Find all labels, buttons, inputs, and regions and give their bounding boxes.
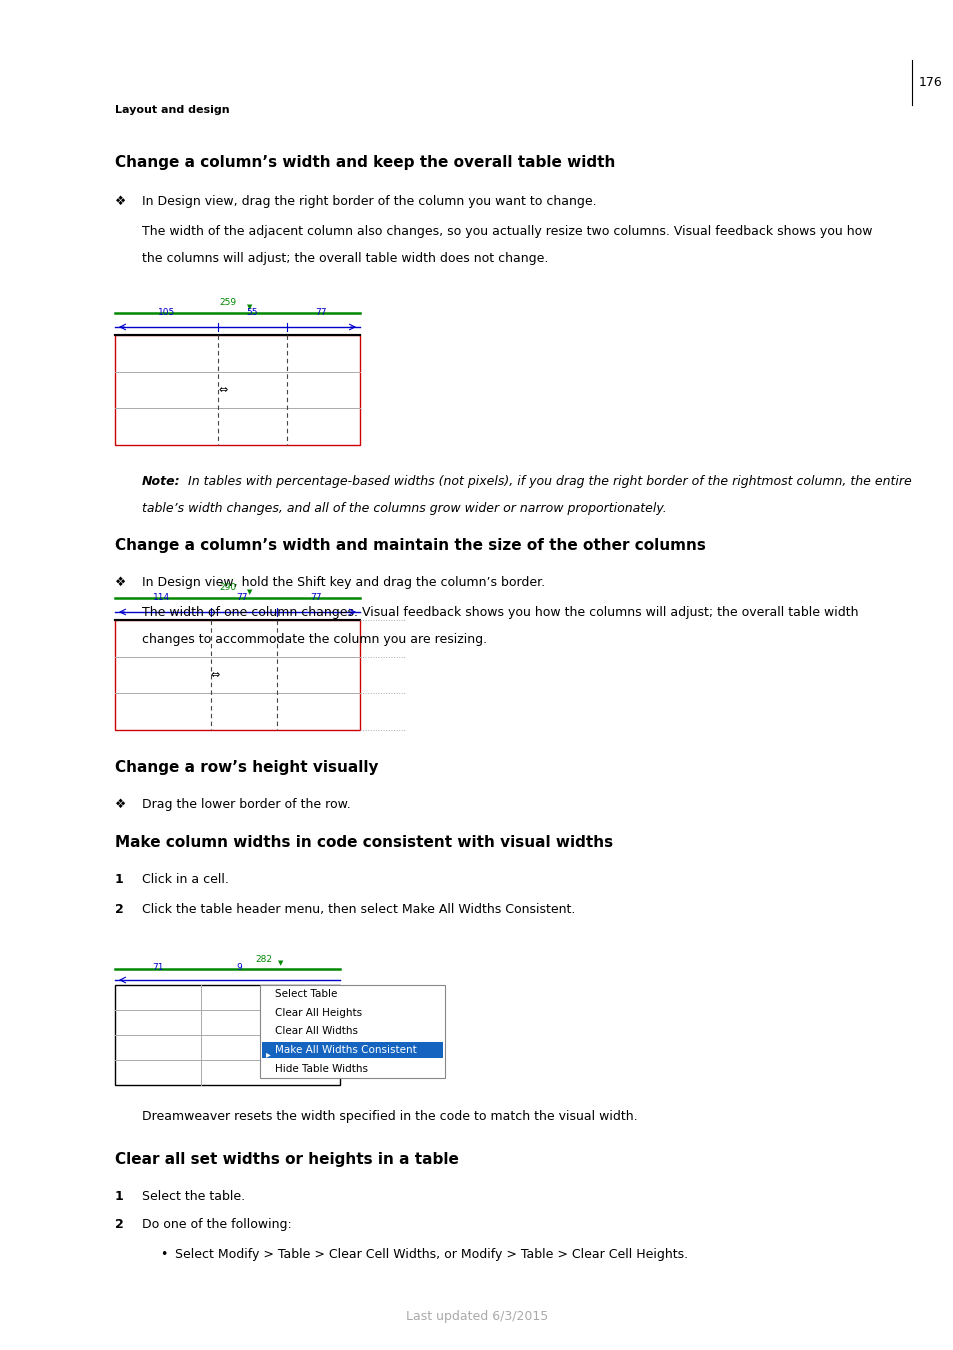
Text: table’s width changes, and all of the columns grow wider or narrow proportionate: table’s width changes, and all of the co… — [142, 502, 666, 514]
Text: ❖: ❖ — [115, 194, 126, 208]
Text: 77: 77 — [236, 593, 248, 602]
Text: ❖: ❖ — [115, 576, 126, 589]
Text: Do one of the following:: Do one of the following: — [142, 1218, 292, 1231]
Text: 55: 55 — [246, 308, 257, 317]
Text: 114: 114 — [152, 593, 170, 602]
Bar — [262, 1042, 442, 1058]
Text: 290: 290 — [218, 583, 235, 593]
Text: Dreamweaver resets the width specified in the code to match the visual width.: Dreamweaver resets the width specified i… — [142, 1110, 637, 1123]
Text: Click the table header menu, then select Make All Widths Consistent.: Click the table header menu, then select… — [142, 903, 575, 917]
Text: Clear all set widths or heights in a table: Clear all set widths or heights in a tab… — [115, 1152, 458, 1166]
Text: •: • — [160, 1247, 167, 1261]
Text: 282: 282 — [254, 954, 272, 964]
Text: Select the table.: Select the table. — [142, 1189, 245, 1203]
Text: 105: 105 — [157, 308, 175, 317]
Text: ▼: ▼ — [247, 304, 252, 310]
Text: In tables with percentage-based widths (not pixels), if you drag the right borde: In tables with percentage-based widths (… — [184, 475, 911, 487]
Text: Drag the lower border of the row.: Drag the lower border of the row. — [142, 798, 351, 811]
Text: 9: 9 — [235, 963, 241, 972]
Text: ⇔: ⇔ — [218, 385, 228, 396]
Bar — [115, 335, 359, 446]
Bar — [115, 620, 359, 730]
Text: 77: 77 — [310, 593, 321, 602]
Text: 71: 71 — [152, 963, 163, 972]
Text: Make column widths in code consistent with visual widths: Make column widths in code consistent wi… — [115, 836, 613, 850]
Text: 1: 1 — [115, 873, 124, 886]
Text: ⇔: ⇔ — [211, 670, 220, 680]
Text: Make All Widths Consistent: Make All Widths Consistent — [274, 1045, 416, 1056]
Text: Select Table: Select Table — [274, 990, 337, 999]
Text: ▼: ▼ — [277, 960, 283, 967]
Text: Change a row’s height visually: Change a row’s height visually — [115, 760, 378, 775]
Text: Change a column’s width and maintain the size of the other columns: Change a column’s width and maintain the… — [115, 539, 705, 553]
Text: Select Modify > Table > Clear Cell Widths, or Modify > Table > Clear Cell Height: Select Modify > Table > Clear Cell Width… — [174, 1247, 687, 1261]
Text: In Design view, hold the Shift key and drag the column’s border.: In Design view, hold the Shift key and d… — [142, 576, 544, 589]
Text: Last updated 6/3/2015: Last updated 6/3/2015 — [405, 1310, 548, 1323]
Text: Click in a cell.: Click in a cell. — [142, 873, 229, 886]
Text: the columns will adjust; the overall table width does not change.: the columns will adjust; the overall tab… — [142, 252, 548, 265]
Text: 176: 176 — [918, 76, 942, 89]
Text: ▸: ▸ — [266, 1049, 271, 1060]
Text: 77: 77 — [314, 308, 326, 317]
Text: changes to accommodate the column you are resizing.: changes to accommodate the column you ar… — [142, 633, 487, 647]
Text: Note:: Note: — [142, 475, 180, 487]
Bar — [260, 986, 444, 1079]
Text: 2: 2 — [115, 1218, 124, 1231]
Bar — [115, 986, 339, 1085]
Text: Clear All Widths: Clear All Widths — [274, 1026, 357, 1037]
Text: The width of the adjacent column also changes, so you actually resize two column: The width of the adjacent column also ch… — [142, 225, 872, 238]
Text: ❖: ❖ — [115, 798, 126, 811]
Text: ▼: ▼ — [247, 589, 252, 595]
Text: Change a column’s width and keep the overall table width: Change a column’s width and keep the ove… — [115, 155, 615, 170]
Text: Layout and design: Layout and design — [115, 105, 230, 115]
Text: The width of one column changes. Visual feedback shows you how the columns will : The width of one column changes. Visual … — [142, 606, 858, 620]
Text: 259: 259 — [218, 298, 235, 306]
Text: Hide Table Widths: Hide Table Widths — [274, 1064, 368, 1073]
Text: Clear All Heights: Clear All Heights — [274, 1008, 362, 1018]
Text: 2: 2 — [115, 903, 124, 917]
Text: In Design view, drag the right border of the column you want to change.: In Design view, drag the right border of… — [142, 194, 596, 208]
Text: 1: 1 — [115, 1189, 124, 1203]
